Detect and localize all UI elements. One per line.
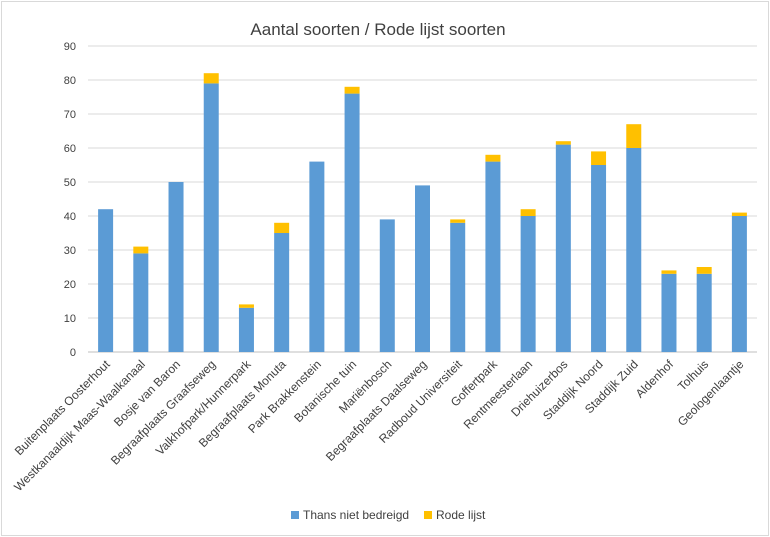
bar-thans-niet-bedreigd — [133, 253, 149, 352]
x-tick-label: Westkanaaldijk Maas-Waalkanaal — [11, 357, 148, 494]
bar-thans-niet-bedreigd — [415, 185, 430, 352]
y-tick-label: 10 — [64, 313, 76, 325]
bar-thans-niet-bedreigd — [238, 307, 254, 352]
y-tick-label: 40 — [64, 211, 76, 223]
bar-thans-niet-bedreigd — [98, 209, 114, 352]
bar-rode-lijst — [626, 124, 642, 148]
bar-rode-lijst — [238, 304, 254, 308]
bar-rode-lijst — [133, 246, 149, 254]
x-tick-label: Botanische tuin — [291, 357, 359, 425]
y-tick-label: 90 — [64, 41, 76, 53]
bar-rode-lijst — [661, 270, 677, 274]
bar-thans-niet-bedreigd — [344, 93, 360, 352]
y-tick-label: 70 — [64, 109, 76, 121]
bar-thans-niet-bedreigd — [696, 273, 712, 352]
y-tick-label: 20 — [64, 279, 76, 291]
bar-thans-niet-bedreigd — [661, 273, 677, 352]
bar-rode-lijst — [696, 267, 712, 274]
bar-thans-niet-bedreigd — [203, 83, 219, 353]
bar-thans-niet-bedreigd — [450, 222, 466, 352]
legend-rode-lijst-label: Rode lijst — [436, 508, 486, 522]
y-tick-label: 80 — [64, 75, 76, 87]
bar-rode-lijst — [555, 141, 571, 145]
bar-rode-lijst — [591, 151, 607, 165]
bar-thans-niet-bedreigd — [309, 161, 325, 352]
y-tick-label: 0 — [70, 347, 76, 359]
bar-thans-niet-bedreigd — [591, 165, 607, 352]
legend-thans-niet-bedreigd-label: Thans niet bedreigd — [303, 508, 409, 522]
x-tick-label: Geologenlaantje — [675, 357, 747, 429]
bar-thans-niet-bedreigd — [555, 144, 571, 352]
bar-thans-niet-bedreigd — [520, 216, 536, 352]
chart-title: Aantal soorten / Rode lijst soorten — [250, 20, 505, 39]
bar-thans-niet-bedreigd — [379, 219, 395, 352]
bar-rode-lijst — [520, 209, 536, 216]
bar-rode-lijst — [450, 219, 466, 223]
legend-rode-lijst-swatch — [424, 511, 432, 519]
bars — [98, 73, 747, 353]
bar-rode-lijst — [274, 222, 290, 233]
bar-rode-lijst — [731, 212, 747, 216]
legend-thans-niet-bedreigd-swatch — [291, 511, 299, 519]
gridlines — [88, 45, 757, 353]
bar-thans-niet-bedreigd — [731, 216, 747, 352]
bar-thans-niet-bedreigd — [485, 161, 501, 352]
bar-thans-niet-bedreigd — [168, 182, 184, 352]
bar-rode-lijst — [203, 73, 219, 84]
y-axis: 0 10 20 30 40 50 60 70 80 90 — [64, 41, 76, 359]
bar-rode-lijst — [344, 86, 360, 94]
bar-rode-lijst — [485, 154, 501, 162]
y-tick-label: 50 — [64, 177, 76, 189]
bar-thans-niet-bedreigd — [274, 233, 290, 352]
bar-thans-niet-bedreigd — [626, 148, 642, 352]
y-tick-label: 30 — [64, 245, 76, 257]
x-tick-label: Aldenhof — [633, 357, 677, 401]
legend: Thans niet bedreigd Rode lijst — [291, 508, 486, 522]
y-tick-label: 60 — [64, 143, 76, 155]
